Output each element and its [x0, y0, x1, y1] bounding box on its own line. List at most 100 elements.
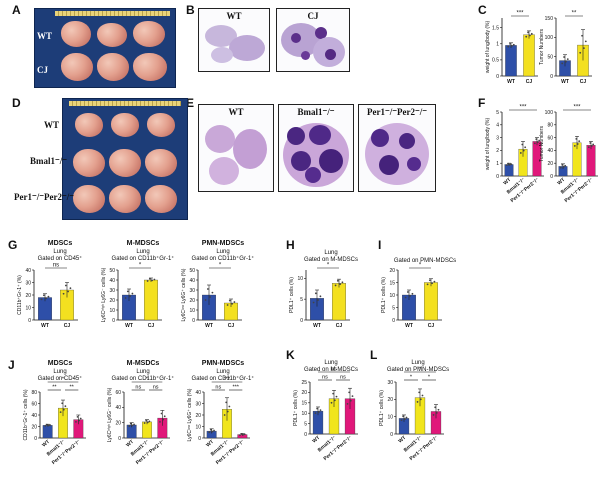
- histology-bmal1: Bmal1⁻/⁻: [278, 104, 354, 192]
- data-point: [133, 423, 135, 426]
- data-point: [581, 34, 583, 37]
- data-point: [67, 290, 70, 293]
- data-point: [421, 394, 424, 397]
- y-axis-label: Ly6Cˡᵒʷ Ly6G⁺ cells (%): [187, 388, 193, 441]
- y-tick-label: 30: [189, 288, 195, 294]
- data-point: [431, 282, 434, 285]
- data-point: [538, 139, 541, 142]
- chart-title-mdscs: MDSCs: [47, 360, 73, 367]
- data-point: [62, 408, 65, 411]
- data-point: [153, 278, 156, 281]
- y-tick-label: 10: [301, 411, 307, 417]
- data-point: [524, 146, 527, 149]
- data-point: [160, 412, 163, 415]
- y-tick-label: 0: [192, 318, 195, 324]
- panel-letter-h: H: [286, 238, 295, 252]
- data-point: [435, 411, 438, 414]
- histology-title-bmal1: Bmal1⁻/⁻: [297, 107, 335, 117]
- histology-cj: CJ: [276, 8, 350, 72]
- significance-label: ***: [573, 105, 581, 111]
- tumor-nodule: [379, 155, 399, 175]
- lung-specimen: [145, 149, 177, 177]
- chart-subtitle-m-msdcs: Lung Gated on CD11b⁺Gr-1⁺: [111, 369, 175, 382]
- y-tick-label: 0: [112, 318, 115, 324]
- data-point: [61, 402, 64, 405]
- data-point: [319, 409, 322, 412]
- y-tick-label: 0: [304, 432, 307, 438]
- data-point: [578, 140, 581, 143]
- data-point: [533, 142, 536, 145]
- data-point: [349, 399, 352, 402]
- panel-letter-e: E: [186, 96, 195, 110]
- tumor-nodule: [309, 125, 331, 145]
- data-point: [428, 279, 431, 282]
- y-tick-label: 0: [300, 318, 303, 324]
- y-tick-label: 0.5: [492, 58, 499, 64]
- chart-subtitle-pmn-mdscs: Lung Gated on CD11b⁺Gr-1⁺: [191, 249, 255, 262]
- data-point: [330, 401, 333, 404]
- data-point: [348, 391, 351, 394]
- tumor-nodule: [287, 127, 305, 145]
- data-point: [529, 34, 531, 37]
- data-point: [521, 143, 524, 146]
- bar: [424, 282, 438, 321]
- x-tick-label: WT: [507, 79, 515, 85]
- tumor-nodule: [291, 151, 311, 171]
- y-tick-label: 20: [389, 268, 395, 274]
- bar: [42, 425, 53, 439]
- y-tick-label: 0: [550, 74, 553, 80]
- y-tick-label: 5: [496, 110, 499, 116]
- x-tick-label: WT: [313, 323, 321, 329]
- lung-specimen: [133, 21, 165, 47]
- data-point: [314, 412, 317, 415]
- tissue-section: [233, 129, 267, 169]
- data-point: [510, 163, 513, 166]
- data-point: [316, 407, 319, 410]
- panel-letter-g: G: [8, 238, 18, 252]
- lung-specimen: [111, 113, 139, 137]
- x-tick-label: CJ: [148, 323, 155, 329]
- data-point: [589, 142, 592, 144]
- panel-letter-j: J: [8, 358, 15, 372]
- y-tick-label: 0: [390, 432, 393, 438]
- significance-label: *: [410, 375, 413, 381]
- data-point: [162, 418, 165, 421]
- data-point: [426, 283, 429, 286]
- y-axis-label: Ly6Cˡᵒʷ Ly6G⁺ cells (%): [181, 268, 187, 321]
- data-point: [145, 419, 148, 422]
- histology-wt: WT: [198, 104, 274, 192]
- chart-title-pmn-mdscs: PMN-MDSCs: [201, 360, 245, 367]
- data-point: [79, 417, 82, 420]
- y-axis-label: CD11b⁺Gr-1⁺ cells (%): [23, 389, 29, 440]
- lung-specimen: [61, 53, 93, 81]
- histology-title-wt: WT: [228, 107, 244, 117]
- x-tick-label: CJ: [336, 323, 343, 329]
- significance-label: ***: [519, 105, 527, 111]
- data-point: [341, 281, 344, 284]
- data-point: [559, 166, 562, 169]
- data-point: [351, 395, 354, 398]
- significance-label: *: [219, 263, 222, 269]
- data-point: [163, 415, 166, 418]
- ruler: [55, 11, 170, 16]
- data-point: [151, 279, 154, 282]
- data-point: [239, 434, 241, 437]
- x-tick-label: CJ: [526, 79, 533, 85]
- x-tick-label: WT: [311, 435, 321, 445]
- y-tick-label: 20: [31, 424, 37, 430]
- data-point: [124, 297, 127, 299]
- data-point: [317, 411, 320, 413]
- data-point: [519, 152, 522, 154]
- data-point: [404, 296, 407, 299]
- chart-subtitle-pmn-mdscs: Lung Gated on CD11b⁺Gr-1⁺: [191, 369, 255, 382]
- data-point: [146, 421, 149, 424]
- panel-letter-f: F: [478, 96, 486, 110]
- y-tick-label: 3: [496, 135, 499, 141]
- data-point: [509, 42, 511, 45]
- data-point: [47, 424, 50, 427]
- chart-subtitle-m-mdscs: Lung Gated on CD11b⁺Gr-1⁺: [111, 249, 175, 262]
- x-tick-label: WT: [41, 323, 49, 329]
- significance-label: *: [419, 367, 422, 373]
- y-axis-label: PDL1⁺ cells (%): [379, 390, 385, 426]
- x-tick-label: WT: [41, 439, 51, 449]
